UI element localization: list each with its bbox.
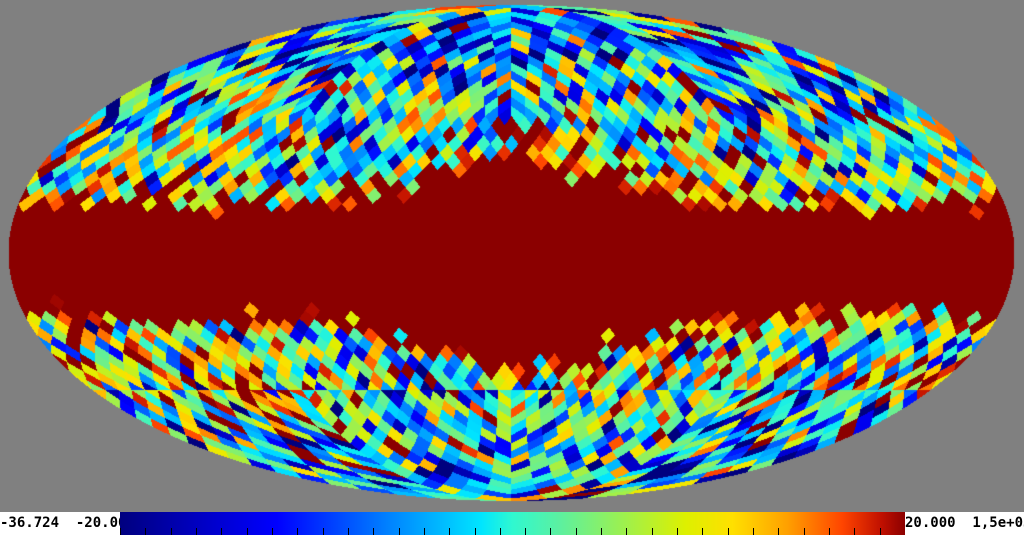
colorbar-tick — [221, 528, 222, 535]
colorbar-tick — [247, 528, 248, 535]
colorbar-tick — [601, 528, 602, 535]
colorbar-tick — [120, 528, 121, 535]
colorbar-tick — [778, 528, 779, 535]
colorbar-tick — [652, 528, 653, 535]
colorbar-gradient — [120, 512, 905, 535]
colorbar: -36.724 -20.000 20.000 1,5e+03 — [0, 512, 1024, 535]
colorbar-tick — [804, 528, 805, 535]
colorbar-tick — [475, 528, 476, 535]
colorbar-tick — [829, 528, 830, 535]
colorbar-tick — [373, 528, 374, 535]
colorbar-tick — [399, 528, 400, 535]
colorbar-tick — [728, 528, 729, 535]
sky-map-mollweide-heatmap — [0, 0, 1024, 507]
colorbar-tick — [702, 528, 703, 535]
colorbar-tick — [525, 528, 526, 535]
colorbar-ticks — [120, 528, 906, 535]
colorbar-tick — [753, 528, 754, 535]
colorbar-tick — [323, 528, 324, 535]
colorbar-tick — [854, 528, 855, 535]
colorbar-min-label: -36.724 -20.000 — [0, 512, 135, 535]
colorbar-tick — [449, 528, 450, 535]
colorbar-max-label: 20.000 1,5e+03 — [905, 512, 1024, 535]
colorbar-tick — [272, 528, 273, 535]
colorbar-strip — [120, 512, 906, 535]
colorbar-tick — [424, 528, 425, 535]
colorbar-tick — [500, 528, 501, 535]
colorbar-tick — [348, 528, 349, 535]
colorbar-tick — [145, 528, 146, 535]
colorbar-tick — [171, 528, 172, 535]
colorbar-tick — [196, 528, 197, 535]
colorbar-tick — [297, 528, 298, 535]
colorbar-tick — [626, 528, 627, 535]
colorbar-tick — [677, 528, 678, 535]
colorbar-tick — [880, 528, 881, 535]
colorbar-tick — [576, 528, 577, 535]
colorbar-tick — [550, 528, 551, 535]
